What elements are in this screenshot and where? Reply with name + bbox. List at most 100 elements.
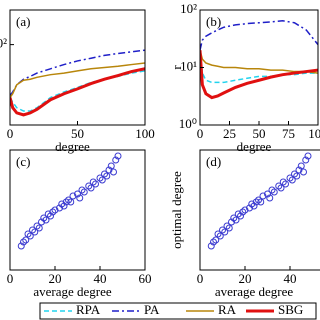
panel-label: (a) [16,14,30,29]
panel-label: (d) [206,154,221,169]
y-axis-label: r [169,65,184,70]
scatter-point [98,176,106,184]
scatter-point [210,238,217,246]
scatter-point [214,230,222,238]
x-axis-label: average degree [215,284,294,299]
scatter-point [288,176,296,184]
scatter-point [26,232,34,240]
scatter-point [31,228,39,236]
legend-label: PA [144,302,160,317]
x-tick-label: 50 [71,126,84,141]
scatter-point [266,194,274,202]
scatter-point [232,216,240,224]
scatter-point [20,238,27,246]
scatter-point [107,162,115,170]
scatter-point [47,212,54,220]
scatter-point [103,172,111,180]
scatter-point [89,178,97,186]
scatter-point [212,236,220,244]
scatter-point [252,198,260,206]
x-tick-label: 0 [197,126,204,141]
scatter-point [40,214,48,222]
scatter-point [80,188,88,196]
scatter-point [58,200,66,208]
x-tick-label: 100 [135,126,155,141]
scatter-point [35,224,43,232]
scatter-point [221,228,229,236]
scatter-point [223,222,231,230]
plot-area [10,49,145,117]
scatter-point [293,172,301,180]
scatter-point [38,218,45,226]
y-tick-label: 10¹ [180,58,197,73]
scatter-point [56,204,63,212]
scatter-point [62,198,70,206]
scatter-point [228,218,235,226]
scatter-point [270,188,278,196]
x-tick-label: 0 [7,126,14,141]
scatter-point [42,216,50,224]
legend-label: RA [218,302,237,317]
scatter-point [96,174,104,182]
x-tick-label: 0 [7,271,14,286]
scatter-point [234,210,242,218]
scatter-point [225,224,233,232]
line-series [200,20,318,51]
scatter-point [105,166,113,174]
legend-box [39,302,317,320]
scatter-point [92,180,99,188]
scatter-point [74,190,81,198]
scatter-point [22,236,30,244]
scatter-point [295,166,303,174]
y-tick-label: 10² [180,1,197,16]
scatter-point [259,192,267,200]
scatter-point [78,186,86,194]
x-tick-label: 75 [282,126,295,141]
scatter-point [248,200,256,208]
scatter-point [300,168,307,176]
scatter-point [33,222,41,230]
x-tick-label: 100 [308,126,320,141]
y-axis-label: optimal degree [169,171,184,249]
scatter-point [286,174,294,182]
panel-label: (c) [16,154,30,169]
x-axis-label: average degree [33,284,112,299]
scatter-point [277,184,285,192]
legend-label: SBG [278,302,303,317]
y-tick-label: 10² [0,36,7,51]
scatter-point [302,156,310,164]
scatter-point [250,202,258,210]
scatter-point [69,192,77,200]
scatter-point [60,202,68,210]
line-series [200,50,318,100]
scatter-point [114,152,122,160]
scatter-point [241,206,249,214]
scatter-point [44,210,52,218]
scatter-point [24,230,32,238]
scatter-point [275,182,283,190]
line-series [200,50,318,84]
x-tick-label: 40 [284,271,297,286]
scatter-point [257,198,265,206]
scatter-point [304,152,312,160]
scatter-point [216,232,224,240]
scatter-point [17,242,25,250]
scatter-point [219,226,226,234]
scatter-point [49,208,57,216]
scatter-point [51,206,59,214]
legend-label: RPA [76,302,101,317]
axes-frame [9,149,146,271]
scatter-point [237,212,244,220]
x-tick-label: 20 [239,271,252,286]
scatter-point [112,156,120,164]
x-tick-label: 20 [49,271,62,286]
scatter-point [101,170,108,178]
axes-frame [199,149,320,271]
scatter-point [291,170,298,178]
scatter-point [29,226,36,234]
scatter-point [87,184,95,192]
scatter-point [246,204,253,212]
scatter-point [297,162,305,170]
y-tick-label: 10⁰ [179,116,197,131]
scatter-point [279,178,287,186]
